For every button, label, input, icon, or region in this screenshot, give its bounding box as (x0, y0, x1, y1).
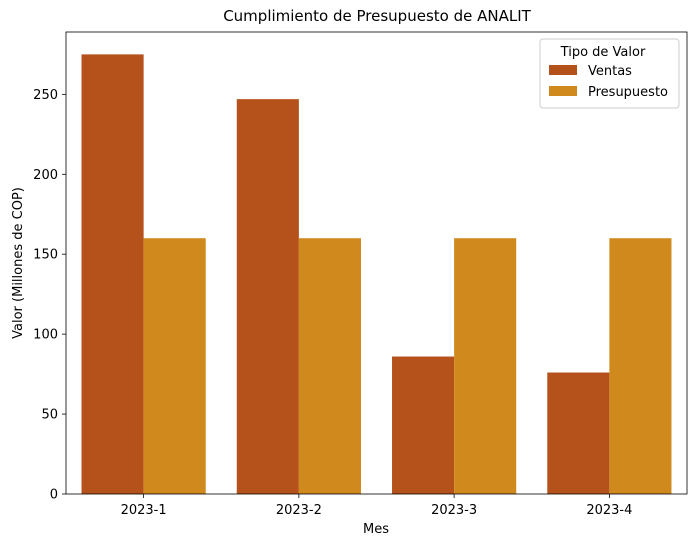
legend-label-presupuesto: Presupuesto (588, 85, 668, 100)
y-axis: 0 50 100 150 200 250 (33, 88, 66, 503)
bar-presupuesto-2023-2 (298, 238, 361, 494)
x-tick-label: 2023-4 (586, 503, 632, 518)
x-tick-label: 2023-2 (276, 503, 322, 518)
legend-title: Tipo de Valor (560, 45, 646, 60)
plot-frame (65, 31, 688, 495)
bars-group (81, 54, 672, 495)
x-axis-title: Mes (363, 522, 389, 537)
legend: Tipo de Valor Ventas Presupuesto (539, 38, 680, 109)
y-tick-label: 50 (41, 408, 58, 423)
bar-ventas-2023-3 (392, 356, 455, 494)
chart-title: Cumplimiento de Presupuesto de ANALIT (223, 7, 531, 25)
y-tick-label: 250 (33, 88, 58, 103)
bar-ventas-2023-4 (547, 372, 610, 494)
y-tick-label: 0 (50, 488, 58, 503)
bar-ventas-2023-2 (236, 99, 299, 494)
legend-label-ventas: Ventas (588, 64, 632, 79)
legend-swatch-presupuesto (549, 86, 577, 96)
x-tick-label: 2023-1 (121, 503, 167, 518)
bar-ventas-2023-1 (81, 54, 144, 495)
legend-swatch-ventas (549, 65, 577, 75)
x-tick-label: 2023-3 (431, 503, 477, 518)
y-tick-label: 150 (33, 248, 58, 263)
bar-presupuesto-2023-1 (143, 238, 206, 494)
bar-presupuesto-2023-4 (609, 238, 672, 494)
bar-presupuesto-2023-3 (454, 238, 517, 494)
y-tick-label: 100 (33, 328, 58, 343)
y-axis-title: Valor (Millones de COP) (11, 187, 26, 339)
x-axis: 2023-1 2023-2 2023-3 2023-4 (121, 494, 632, 518)
y-tick-label: 200 (33, 168, 58, 183)
